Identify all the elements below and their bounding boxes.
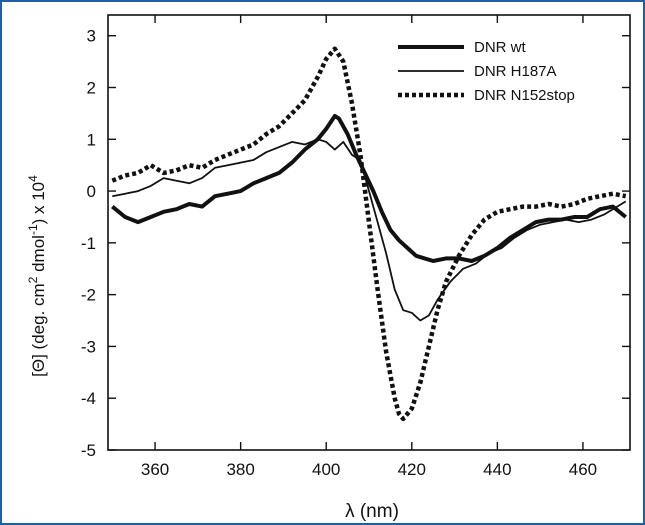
legend-label: DNR N152stop [474,87,575,104]
x-tick-label: 360 [141,460,169,479]
x-tick-label: 460 [569,460,597,479]
series-line-dnr-n152stop [111,46,627,422]
y-axis-label-superscript: 2 [26,276,40,283]
x-tick-label: 400 [312,460,340,479]
y-axis-label-part: [Θ] (deg. cm [29,283,48,377]
y-tick-label: -4 [81,389,96,408]
plot-area-border [107,14,631,451]
y-tick-label: 0 [87,182,96,201]
y-axis-label: [Θ] (deg. cm2 dmol-1) x 104 [26,175,48,377]
series-line-dnr-wt [111,114,627,263]
x-tick-label: 440 [483,460,511,479]
y-tick-label: -1 [81,234,96,253]
legend-label: DNR H187A [474,63,557,80]
y-tick-label: 2 [87,79,96,98]
y-axis-label-part: dmol [29,235,48,277]
y-tick-label: 3 [87,27,96,46]
y-axis-label-superscript: -1 [26,224,40,235]
x-tick-label: 420 [398,460,426,479]
y-tick-label: -2 [81,286,96,305]
y-tick-label: -5 [81,441,96,460]
series-line-dnr-h187a [112,138,627,322]
x-tick-label: 380 [226,460,254,479]
legend-label: DNR wt [474,39,526,56]
y-tick-label: 1 [87,130,96,149]
x-axis-label: λ (nm) [345,501,399,522]
y-axis-label-superscript: 4 [26,175,40,182]
y-axis-label-part: ) x 10 [29,182,48,225]
y-tick-label: -3 [81,337,96,356]
